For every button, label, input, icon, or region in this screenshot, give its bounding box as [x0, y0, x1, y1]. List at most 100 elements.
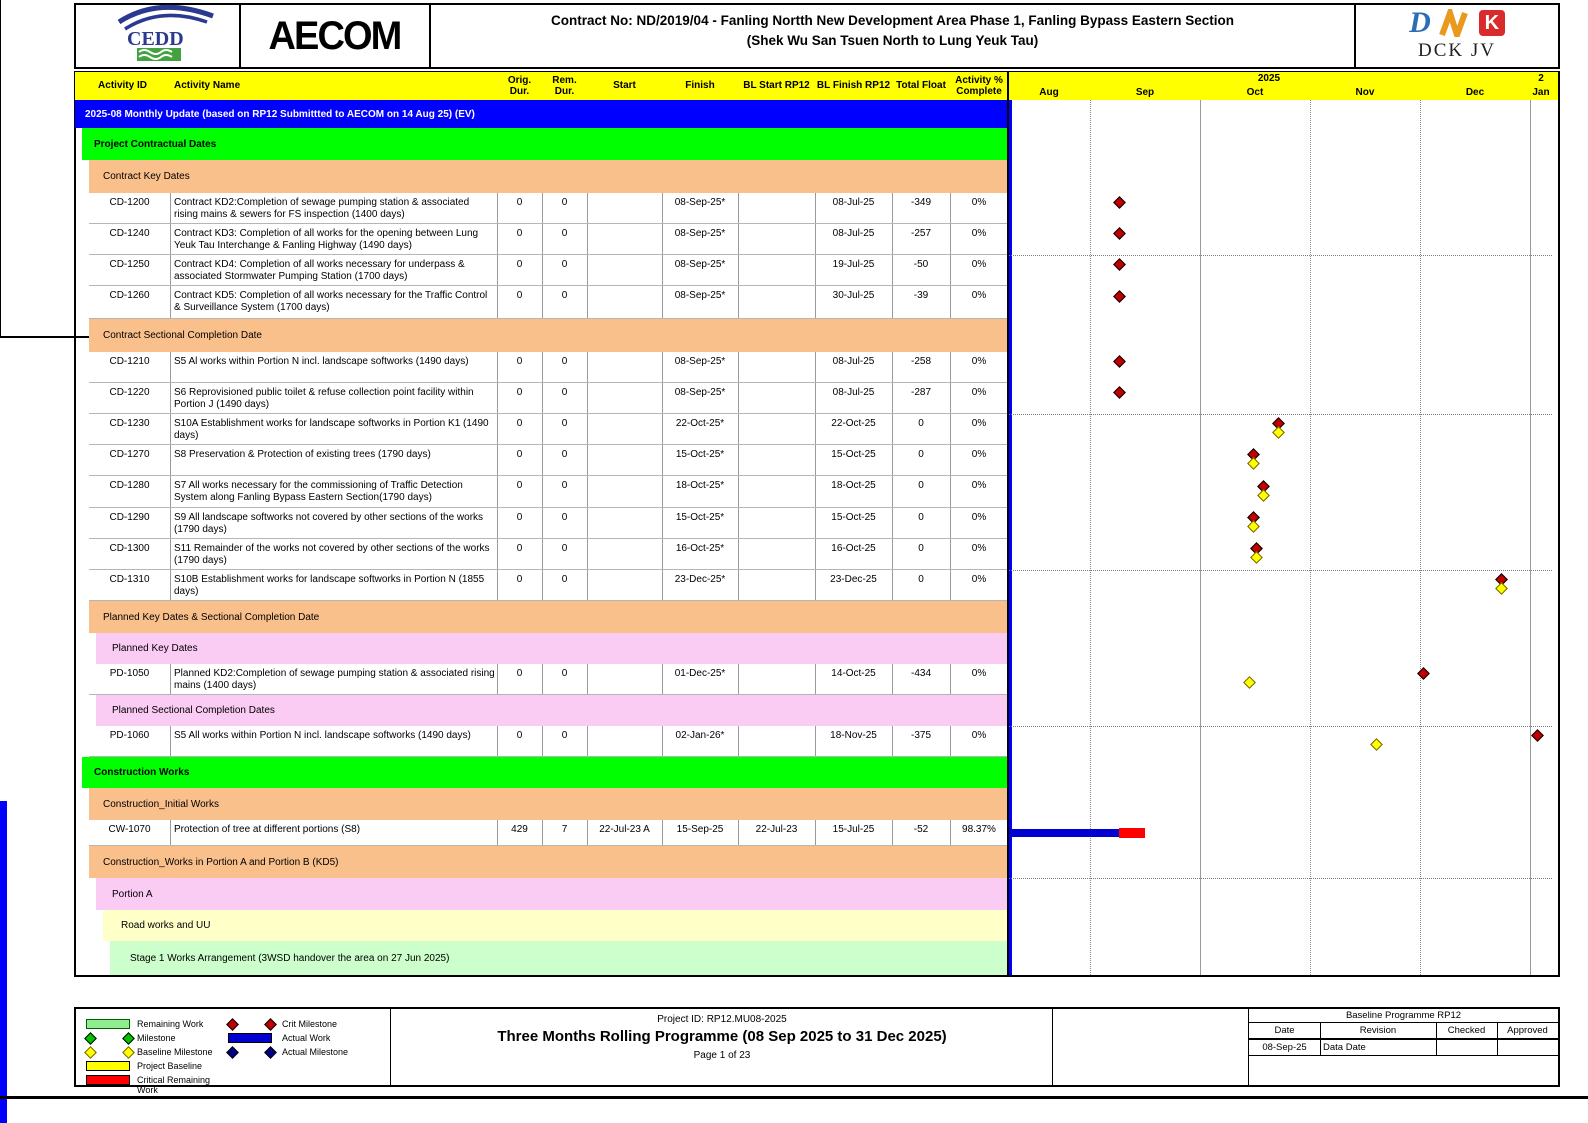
baseline-grid-v [1320, 1022, 1321, 1055]
cell-bl_finish: 18-Nov-25 [830, 730, 877, 741]
row-separator [89, 756, 1008, 757]
row-grid-v [815, 664, 816, 695]
band-row: Stage 1 Works Arrangement (3WSD handover… [110, 941, 1008, 975]
cell-bl_finish: 30-Jul-25 [832, 290, 875, 301]
baseline-cell [1500, 1042, 1555, 1055]
row-grid-v [892, 193, 893, 224]
baseline-cell: 08-Sep-25 [1262, 1042, 1307, 1053]
cell-bl_start [738, 570, 815, 601]
row-grid-v [662, 286, 663, 319]
row-grid-v [815, 286, 816, 319]
column-header-name: Activity Name [174, 80, 241, 92]
row-grid-v [950, 383, 951, 414]
row-grid-v [587, 820, 588, 846]
task-row-bg [0, 464, 919, 495]
header-grid-v [0, 56, 1, 84]
row-grid-v [950, 414, 951, 445]
cell-rd: 0 [561, 418, 568, 429]
cell-start: 22-Jul-23 A [599, 824, 650, 835]
band-row: Project Contractual Dates [82, 128, 1008, 160]
row-grid-v [497, 255, 498, 286]
cell-pct: 0% [971, 512, 987, 523]
row-separator [89, 845, 1008, 846]
row-grid-v [542, 352, 543, 383]
task-row-bg [0, 526, 919, 557]
row-grid-v [587, 570, 588, 601]
crit-milestone-icon [1112, 290, 1126, 303]
crit-milestone-icon [1530, 729, 1544, 742]
cell-name: Contract KD3: Completion of all works fo… [174, 228, 479, 251]
month-gridline [1420, 100, 1421, 975]
legend-label: Milestone [137, 1033, 176, 1043]
task-row-bg [0, 431, 919, 464]
cell-finish: 08-Sep-25* [674, 387, 726, 398]
cell-bl_start [738, 539, 815, 570]
row-grid-v [587, 476, 588, 508]
row-grid-v [738, 570, 739, 601]
row-grid-v [815, 414, 816, 445]
band-row: Construction_Initial Works [89, 788, 1008, 820]
band-row: Contract Sectional Completion Date [89, 319, 1008, 352]
cell-start [587, 539, 662, 570]
cell-bl_finish: 15-Jul-25 [832, 824, 875, 835]
row-grid-v [950, 255, 951, 286]
baseline-cell: Data Date [1323, 1042, 1366, 1053]
cell-bl_start [738, 352, 815, 383]
cell-bl_finish: 14-Oct-25 [831, 668, 876, 679]
row-separator [89, 475, 1008, 476]
row-grid-v [815, 255, 816, 286]
cell-od: 0 [516, 574, 523, 585]
row-grid-v [170, 508, 171, 539]
row-separator [89, 507, 1008, 508]
cell-start [587, 414, 662, 445]
row-grid-v [662, 664, 663, 695]
header-grid-v [0, 28, 1, 56]
dckjv-d-icon: D [1409, 6, 1431, 39]
cell-rd: 0 [561, 574, 568, 585]
cell-bl_finish: 16-Oct-25 [831, 543, 876, 554]
row-grid-v [170, 255, 171, 286]
aecom-logo: AECOM [240, 4, 429, 68]
row-grid-v [587, 255, 588, 286]
row-grid-v [497, 820, 498, 846]
cell-name: Planned KD2:Completion of sewage pumping… [174, 668, 495, 691]
legend-label: Baseline Milestone [137, 1047, 213, 1057]
contract-title-line1: Contract No: ND/2019/04 - Fanling Nortth… [551, 13, 1234, 28]
cell-start [587, 508, 662, 539]
cell-rd: 0 [561, 512, 568, 523]
row-grid-v [587, 286, 588, 319]
row-grid-v [815, 570, 816, 601]
row-grid-v [815, 352, 816, 383]
row-grid-v [738, 508, 739, 539]
row-grid-v [170, 664, 171, 695]
table-header: Activity ID Activity Name Orig. Dur. Rem. D… [0, 0, 1588, 338]
row-grid-v [950, 820, 951, 846]
cell-name: Protection of tree at different portions… [174, 824, 361, 835]
row-grid-v [170, 726, 171, 757]
cell-finish: 22-Oct-25* [675, 418, 725, 429]
page-bottom-rule [0, 1096, 1588, 1099]
row-grid-v [662, 476, 663, 508]
cell-id: CD-1260 [109, 290, 150, 301]
baseline-header-date: Date [1274, 1025, 1295, 1036]
report-title: Three Months Rolling Programme (08 Sep 2… [497, 1028, 947, 1045]
sight-line [1008, 414, 1552, 415]
cell-pct: 0% [971, 730, 987, 741]
row-grid-v [738, 414, 739, 445]
cell-bl_start [738, 414, 815, 445]
cell-od: 0 [516, 480, 523, 491]
cell-finish: 16-Oct-25* [675, 543, 725, 554]
row-grid-v [542, 476, 543, 508]
cell-bl_start: 22-Jul-23 [755, 824, 798, 835]
column-header-float: Total Float [896, 80, 946, 92]
timeline-month-Dec: Dec [1465, 87, 1485, 99]
row-grid-v [542, 193, 543, 224]
cell-rd: 0 [561, 356, 568, 367]
row-grid-v [738, 352, 739, 383]
cell-name: S5 All works within Portion N incl. land… [174, 730, 471, 741]
month-gridline [1090, 100, 1091, 975]
band-row: Planned Sectional Completion Dates [96, 695, 1008, 726]
row-grid-v [542, 224, 543, 255]
cell-bl_start [738, 508, 815, 539]
